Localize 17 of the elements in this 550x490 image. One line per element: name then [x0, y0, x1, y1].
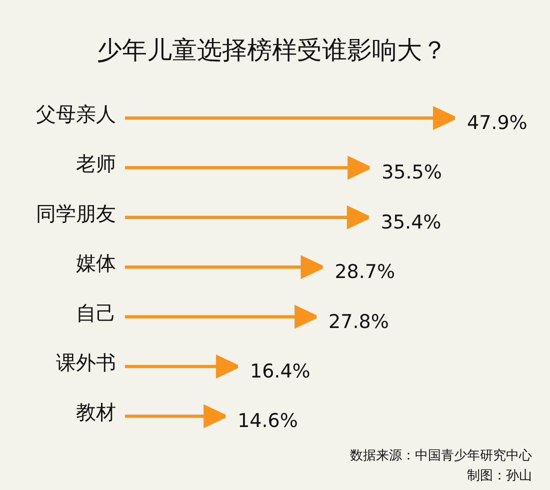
chart-title: 少年儿童选择榜样受谁影响大？	[97, 36, 447, 64]
y-tick-label: 同学朋友	[36, 201, 116, 226]
y-tick-label: 老师	[76, 152, 116, 176]
y-tick-label: 父母亲人	[36, 102, 116, 126]
data-label: 16.4%	[250, 360, 310, 382]
y-tick-label: 自己	[76, 300, 116, 325]
data-label: 14.6%	[238, 410, 298, 432]
data-label: 35.4%	[380, 211, 442, 234]
y-tick-label: 课外书	[56, 350, 116, 374]
data-label: 47.9%	[467, 112, 528, 134]
y-tick-label: 媒体	[76, 251, 116, 276]
data-label: 28.7%	[334, 261, 396, 284]
y-tick-label: 教材	[76, 400, 116, 424]
text: 制图：孙山	[467, 468, 532, 484]
data-label: 27.8%	[328, 310, 389, 333]
source-note: 数据来源：中国青少年研究中心	[350, 448, 532, 464]
data-label: 35.5%	[382, 162, 442, 184]
